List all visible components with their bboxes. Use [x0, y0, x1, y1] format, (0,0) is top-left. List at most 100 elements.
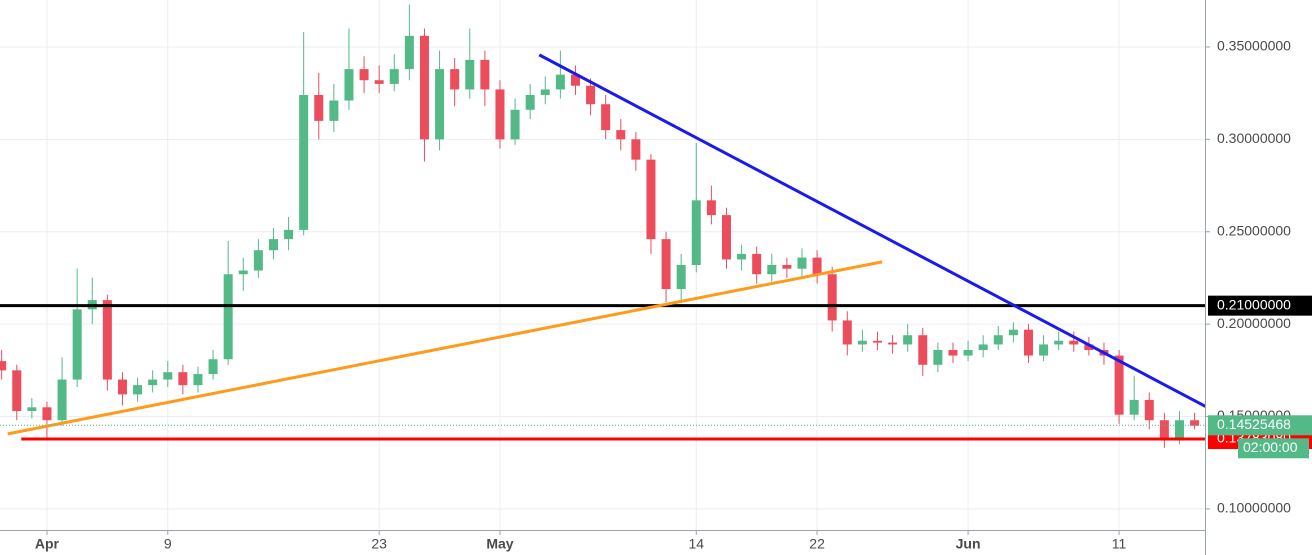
candle-body — [918, 335, 928, 365]
candle-body — [495, 89, 505, 140]
candle-body — [540, 89, 550, 95]
x-tick-label: 14 — [688, 536, 704, 552]
candle-body — [948, 350, 958, 356]
y-tick-label: 0.10000000 — [1217, 500, 1291, 516]
candle-body — [782, 265, 792, 269]
candle-body — [1174, 420, 1184, 441]
y-tick-label: 0.30000000 — [1217, 130, 1291, 146]
candle-body — [1114, 355, 1124, 415]
candle-body — [721, 215, 731, 260]
trend-line — [538, 53, 1209, 410]
candle-body — [888, 342, 898, 345]
candle-body — [178, 372, 188, 386]
candle-body — [903, 335, 913, 345]
candle-body — [450, 69, 460, 90]
candle-body — [631, 139, 641, 160]
candle-body — [706, 200, 716, 216]
x-tick-label: May — [486, 536, 513, 552]
countdown-bg — [1238, 438, 1309, 459]
candle-body — [12, 370, 22, 411]
candle-body — [299, 94, 309, 230]
candle-body — [797, 257, 807, 269]
candle-body — [359, 69, 369, 81]
candle-body — [1023, 329, 1033, 356]
candle-body — [193, 374, 203, 386]
candle-body — [238, 270, 248, 275]
candle-body — [57, 379, 67, 421]
candle-body — [827, 274, 837, 321]
candle-body — [1039, 344, 1049, 356]
candle-body — [72, 309, 82, 380]
candle-body — [586, 85, 596, 105]
candle-body — [963, 350, 973, 356]
y-tick-label: 0.20000000 — [1217, 315, 1291, 331]
candle-body — [1084, 344, 1094, 351]
candle-body — [374, 80, 384, 84]
candle-body — [857, 340, 867, 345]
candle-body — [480, 59, 490, 90]
candle-body — [616, 130, 626, 140]
candle-body — [42, 407, 52, 421]
candle-body — [27, 407, 37, 411]
candle-body — [555, 74, 565, 90]
candle-body — [102, 300, 112, 380]
last-price-label: 0.14525468 — [1217, 416, 1291, 432]
x-tick-label: Apr — [35, 536, 60, 552]
candle-body — [419, 35, 429, 140]
candle-body — [510, 109, 520, 140]
candle-body — [1069, 340, 1079, 345]
x-tick-label: 23 — [371, 536, 387, 552]
candle-body — [1144, 399, 1154, 421]
price-label-bg — [1208, 295, 1312, 316]
candle-body — [691, 200, 701, 265]
x-tick-label: 9 — [164, 536, 172, 552]
candle-body — [767, 265, 777, 275]
x-tick-label: Jun — [956, 536, 981, 552]
candle-body — [344, 69, 354, 101]
candle-body — [646, 159, 656, 240]
x-tick-label: 22 — [809, 536, 825, 552]
candle-body — [842, 320, 852, 345]
axis-area — [1205, 0, 1312, 555]
price-label: 0.21000000 — [1217, 296, 1291, 312]
candle-body — [978, 344, 988, 351]
candle-body — [525, 94, 535, 110]
candle-body — [752, 253, 762, 275]
candle-body — [404, 35, 414, 70]
candle-body — [993, 335, 1003, 345]
candle-body — [1008, 329, 1018, 336]
candle-body — [268, 239, 278, 251]
candle-body — [284, 229, 294, 240]
candle-body — [314, 94, 324, 121]
candle-body — [389, 69, 399, 84]
candle-body — [1129, 399, 1139, 415]
candle-body — [117, 379, 127, 395]
candle-body — [661, 239, 671, 290]
candle-body — [435, 69, 445, 140]
candle-body — [872, 340, 882, 343]
last-price-label-bg — [1208, 415, 1312, 436]
candle-body — [737, 253, 747, 260]
candle-body — [223, 274, 233, 360]
candle-body — [933, 350, 943, 365]
candle-body — [601, 104, 611, 131]
candle-body — [1054, 340, 1064, 345]
x-tick-label: 11 — [1112, 536, 1127, 552]
candle-body — [676, 265, 686, 290]
candle-body — [133, 385, 143, 395]
candle-body — [208, 359, 218, 375]
axis-area — [0, 530, 1205, 555]
y-tick-label: 0.35000000 — [1217, 38, 1291, 54]
y-tick-label: 0.25000000 — [1217, 222, 1291, 238]
candle-body — [465, 59, 475, 90]
candle-body — [570, 74, 580, 86]
candle-body — [1190, 420, 1200, 426]
candle-body — [163, 372, 173, 380]
countdown-label: 02:00:00 — [1243, 439, 1298, 455]
trend-line — [7, 260, 883, 436]
candle-body — [812, 257, 822, 275]
candle-body — [1159, 420, 1169, 441]
candle-body — [329, 100, 339, 121]
candle-body — [0, 361, 7, 371]
